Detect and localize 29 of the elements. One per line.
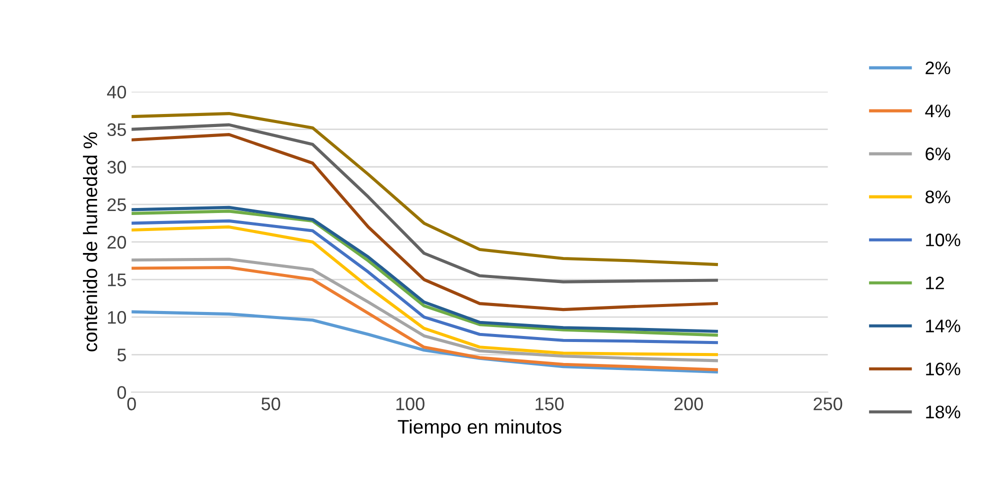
line-series	[132, 112, 718, 266]
legend-label: 4%	[925, 104, 950, 118]
legend-label: 12	[926, 276, 944, 290]
x-tick-label: 250	[814, 398, 842, 410]
y-tick-label: 20	[108, 236, 126, 249]
legend-label: 14%	[926, 320, 960, 332]
y-axis-title: contenido de humedad %	[82, 132, 98, 352]
y-tick-label: 30	[107, 160, 126, 174]
legend-label: 10%	[926, 234, 960, 246]
y-tick-label: 15	[108, 274, 126, 286]
y-tick-label: 10	[108, 311, 126, 324]
x-axis-title: Tiempo en minutos	[398, 419, 562, 438]
x-tick-label: 50	[262, 398, 280, 410]
legend-label: 18%	[926, 406, 960, 418]
line-series	[132, 123, 718, 284]
legend-label: 2%	[926, 62, 950, 74]
line-series	[132, 133, 718, 312]
x-tick-label: 100	[396, 398, 424, 410]
legend-label: 6%	[926, 148, 950, 160]
x-tick-label: 150	[536, 398, 564, 410]
y-tick-label: 35	[107, 123, 126, 136]
y-tick-label: 25	[108, 198, 126, 212]
x-tick-label: 200	[674, 398, 703, 410]
y-tick-label: 0	[117, 386, 126, 399]
legend-label: 8%	[926, 190, 950, 204]
y-tick-label: 5	[117, 348, 126, 362]
y-tick-label: 40	[107, 86, 126, 98]
x-tick-label: 0	[127, 398, 136, 410]
legend-label: 16%	[926, 362, 960, 376]
